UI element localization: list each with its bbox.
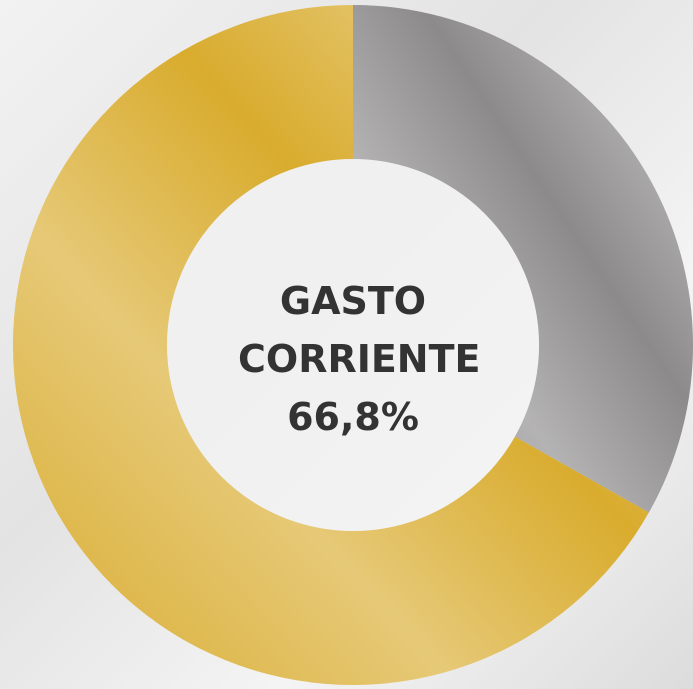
page: GASTO CORRIENTE 66,8%	[0, 0, 693, 689]
category-label: GASTO CORRIENTE	[238, 272, 468, 388]
value-label: 66,8%	[213, 388, 493, 446]
center-label: GASTO CORRIENTE 66,8%	[213, 272, 493, 446]
